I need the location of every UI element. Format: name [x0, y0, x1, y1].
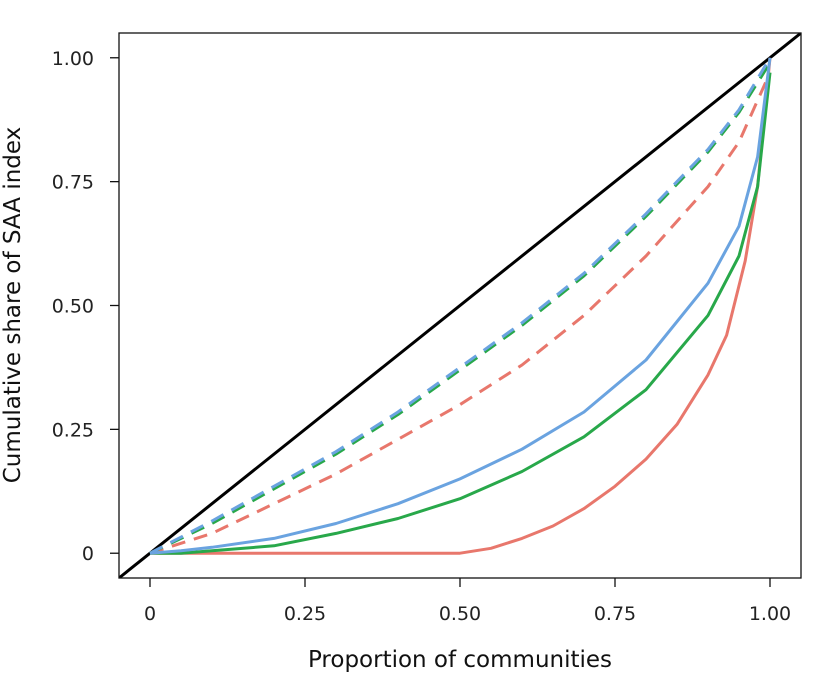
series-line-6	[150, 72, 772, 555]
x-tick-label: 0.75	[594, 603, 636, 625]
series-line-5	[150, 57, 772, 555]
x-tick-label: 1.00	[749, 603, 791, 625]
series-line-4	[149, 57, 772, 555]
y-tick-label: 0.25	[52, 419, 94, 441]
y-tick-label: 0	[82, 543, 94, 565]
x-tick-label: 0.25	[284, 603, 326, 625]
y-tick-label: 0.75	[52, 172, 94, 194]
series-line-7	[149, 57, 772, 555]
x-axis: 0 0.25 0.50 0.75 1.00	[144, 578, 791, 625]
y-axis-title: Cumulative share of SAA index	[0, 127, 26, 484]
series-line-1	[119, 33, 801, 578]
x-tick-label: 0.50	[439, 603, 481, 625]
y-tick-label: 0.50	[52, 296, 94, 318]
series-line-2	[149, 71, 772, 555]
series-layer	[119, 33, 801, 578]
y-axis: 0 0.25 0.50 0.75 1.00	[52, 48, 119, 565]
series-line-3	[149, 61, 772, 555]
x-tick-label: 0	[144, 603, 156, 625]
y-tick-label: 1.00	[52, 48, 94, 70]
x-axis-title: Proportion of communities	[308, 647, 612, 673]
